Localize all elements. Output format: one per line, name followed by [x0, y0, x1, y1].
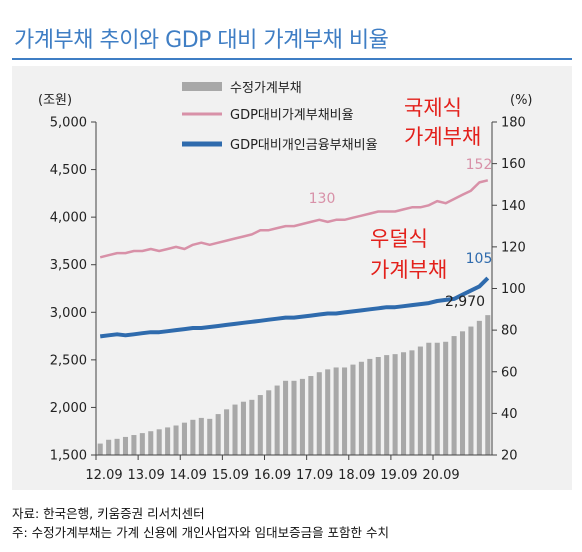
footnote: 주: 수정가계부채는 가계 신용에 개인사업자와 임대보증금을 포함한 수치 [12, 525, 390, 540]
bar [367, 358, 373, 455]
bar [316, 372, 322, 455]
left-tick-label: 3,000 [50, 306, 87, 321]
personal-last-label: 105 [466, 251, 493, 267]
source-note: 자료: 한국은행, 키움증권 리서치센터 [12, 506, 205, 521]
right-tick-label: 40 [501, 407, 518, 422]
bar [291, 380, 297, 455]
bar [409, 350, 415, 455]
legend-label: GDP대비가계부채비율 [230, 108, 354, 123]
bar [375, 357, 381, 455]
bar [274, 385, 280, 455]
right-tick-label: 80 [501, 324, 518, 339]
legend: 수정가계부채 GDP대비가계부채비율 GDP대비개인금융부채비율 [182, 81, 378, 153]
right-axis-unit: (%) [510, 93, 533, 108]
bar [114, 438, 120, 455]
bar [106, 439, 112, 455]
gdp-mid-label: 130 [309, 191, 336, 207]
bar [257, 395, 263, 455]
right-tick-label: 160 [501, 157, 526, 172]
bar [249, 399, 255, 455]
bar-series [97, 315, 491, 455]
bar [299, 378, 305, 455]
left-axis-unit: (조원) [38, 93, 72, 108]
bar [266, 390, 272, 455]
bar [417, 346, 423, 455]
axes: 1,500 2,000 2,500 3,000 3,500 4,000 4,500 5,000… [38, 93, 533, 483]
bar [215, 414, 221, 455]
annotation-text: 가계부채 [370, 258, 447, 282]
x-tick-label: 20.09 [422, 468, 459, 483]
legend-swatch-bar [182, 82, 222, 91]
x-tick-label: 12.09 [85, 468, 122, 483]
x-tick-label: 15.09 [212, 468, 249, 483]
bar [97, 443, 103, 455]
gdp-last-label: 152 [466, 157, 493, 173]
legend-label: GDP대비개인금융부채비율 [230, 138, 378, 153]
x-tick-label: 17.09 [296, 468, 333, 483]
bar [485, 315, 491, 455]
left-tick-label: 4,500 [50, 163, 87, 178]
bar [476, 320, 482, 455]
bar [392, 354, 398, 455]
bar [384, 355, 390, 455]
left-tick-label: 5,000 [50, 116, 87, 131]
bar [148, 431, 154, 455]
page-title: 가계부채 추이와 GDP 대비 가계부채 비율 [14, 28, 389, 53]
left-tick-label: 2,500 [50, 353, 87, 368]
left-tick-label: 3,500 [50, 258, 87, 273]
annotation-text: 가계부채 [404, 125, 481, 149]
bar [333, 367, 339, 455]
bar [207, 418, 213, 455]
title-divider [12, 58, 572, 60]
bar [240, 401, 246, 455]
bar [468, 326, 474, 455]
right-tick-label: 100 [501, 282, 526, 297]
annotation-text: 국제식 [404, 96, 462, 120]
bar [181, 422, 187, 455]
bar [358, 361, 364, 455]
right-tick-label: 60 [501, 365, 518, 380]
bar [350, 364, 356, 455]
annotation-text: 우덜식 [370, 227, 428, 251]
x-tick-label: 13.09 [128, 468, 165, 483]
bar [131, 435, 137, 455]
x-tick-label: 19.09 [380, 468, 417, 483]
bar [426, 342, 432, 455]
bar [325, 369, 331, 455]
right-tick-label: 180 [501, 116, 526, 131]
bar [139, 433, 145, 455]
data-labels: 2,970 130 152 105 [309, 157, 493, 310]
bar [232, 404, 238, 455]
bar [156, 429, 162, 455]
x-tick-label: 14.09 [170, 468, 207, 483]
bar [190, 419, 196, 455]
left-tick-label: 1,500 [50, 449, 87, 464]
right-tick-label: 140 [501, 199, 526, 214]
bar [401, 352, 407, 455]
bar [198, 417, 204, 455]
personal-debt-ratio-line [99, 276, 490, 339]
gdp-ratio-line [99, 179, 489, 259]
bar [173, 425, 179, 455]
bar [308, 376, 314, 455]
bar [451, 336, 457, 455]
x-tick-label: 16.09 [254, 468, 291, 483]
bar [434, 342, 440, 455]
bar-last-label: 2,970 [445, 294, 485, 310]
bar [459, 331, 466, 455]
right-tick-label: 20 [501, 449, 518, 464]
bar [342, 367, 348, 455]
bar [224, 409, 230, 455]
bar [165, 427, 171, 455]
bar [122, 436, 129, 455]
chart: 1,500 2,000 2,500 3,000 3,500 4,000 4,500 5,000… [38, 81, 533, 483]
x-tick-label: 18.09 [338, 468, 375, 483]
legend-label: 수정가계부채 [230, 81, 302, 96]
left-tick-label: 2,000 [50, 401, 87, 416]
bar [443, 341, 449, 455]
bar [283, 380, 289, 455]
right-tick-label: 120 [501, 240, 526, 255]
left-tick-label: 4,000 [50, 211, 87, 226]
